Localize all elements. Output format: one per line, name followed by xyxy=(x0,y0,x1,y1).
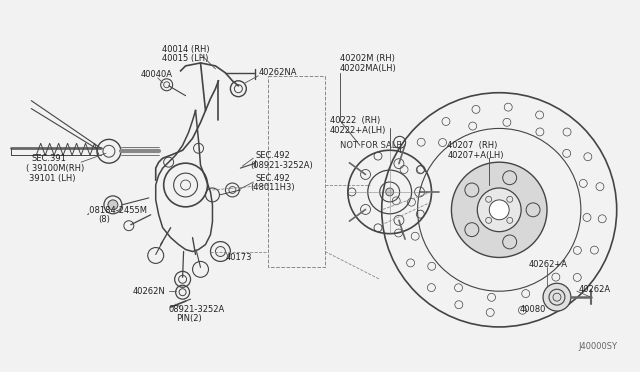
Text: (08921-3252A): (08921-3252A) xyxy=(250,161,313,170)
Text: 40080: 40080 xyxy=(519,305,545,314)
Circle shape xyxy=(477,188,521,232)
Text: 40014 (RH): 40014 (RH) xyxy=(162,45,209,54)
Text: NOT FOR SALE: NOT FOR SALE xyxy=(340,141,401,150)
Text: 40262N: 40262N xyxy=(133,287,166,296)
Text: (8): (8) xyxy=(98,215,110,224)
Text: SEC.492: SEC.492 xyxy=(255,151,290,160)
Text: 40202MA(LH): 40202MA(LH) xyxy=(340,64,397,73)
Text: 40202M (RH): 40202M (RH) xyxy=(340,54,395,64)
Text: 39101 (LH): 39101 (LH) xyxy=(29,174,76,183)
Circle shape xyxy=(108,200,118,210)
Text: 40173: 40173 xyxy=(225,253,252,262)
Text: 40015 (LH): 40015 (LH) xyxy=(163,54,209,64)
Text: 40207  (RH): 40207 (RH) xyxy=(447,141,498,150)
Text: 40262+A: 40262+A xyxy=(529,260,568,269)
Text: 40207+A(LH): 40207+A(LH) xyxy=(447,151,504,160)
Text: 08921-3252A: 08921-3252A xyxy=(169,305,225,314)
Text: J40000SY: J40000SY xyxy=(579,342,618,351)
Text: ( 39100M(RH): ( 39100M(RH) xyxy=(26,164,84,173)
Circle shape xyxy=(489,200,509,220)
Text: SEC.492: SEC.492 xyxy=(255,174,290,183)
Text: 40262A: 40262A xyxy=(579,285,611,294)
Text: 40222+A(LH): 40222+A(LH) xyxy=(330,126,387,135)
Text: 40262NA: 40262NA xyxy=(259,68,297,77)
Circle shape xyxy=(386,188,394,196)
Text: 40222  (RH): 40222 (RH) xyxy=(330,116,380,125)
Text: PIN(2): PIN(2) xyxy=(175,314,202,324)
Text: SEC.391: SEC.391 xyxy=(31,154,66,163)
Circle shape xyxy=(451,162,547,257)
Text: 40040A: 40040A xyxy=(141,70,173,79)
Circle shape xyxy=(543,283,571,311)
Text: ¸08184-2455M: ¸08184-2455M xyxy=(86,205,148,214)
Text: (48011H3): (48011H3) xyxy=(250,183,295,192)
